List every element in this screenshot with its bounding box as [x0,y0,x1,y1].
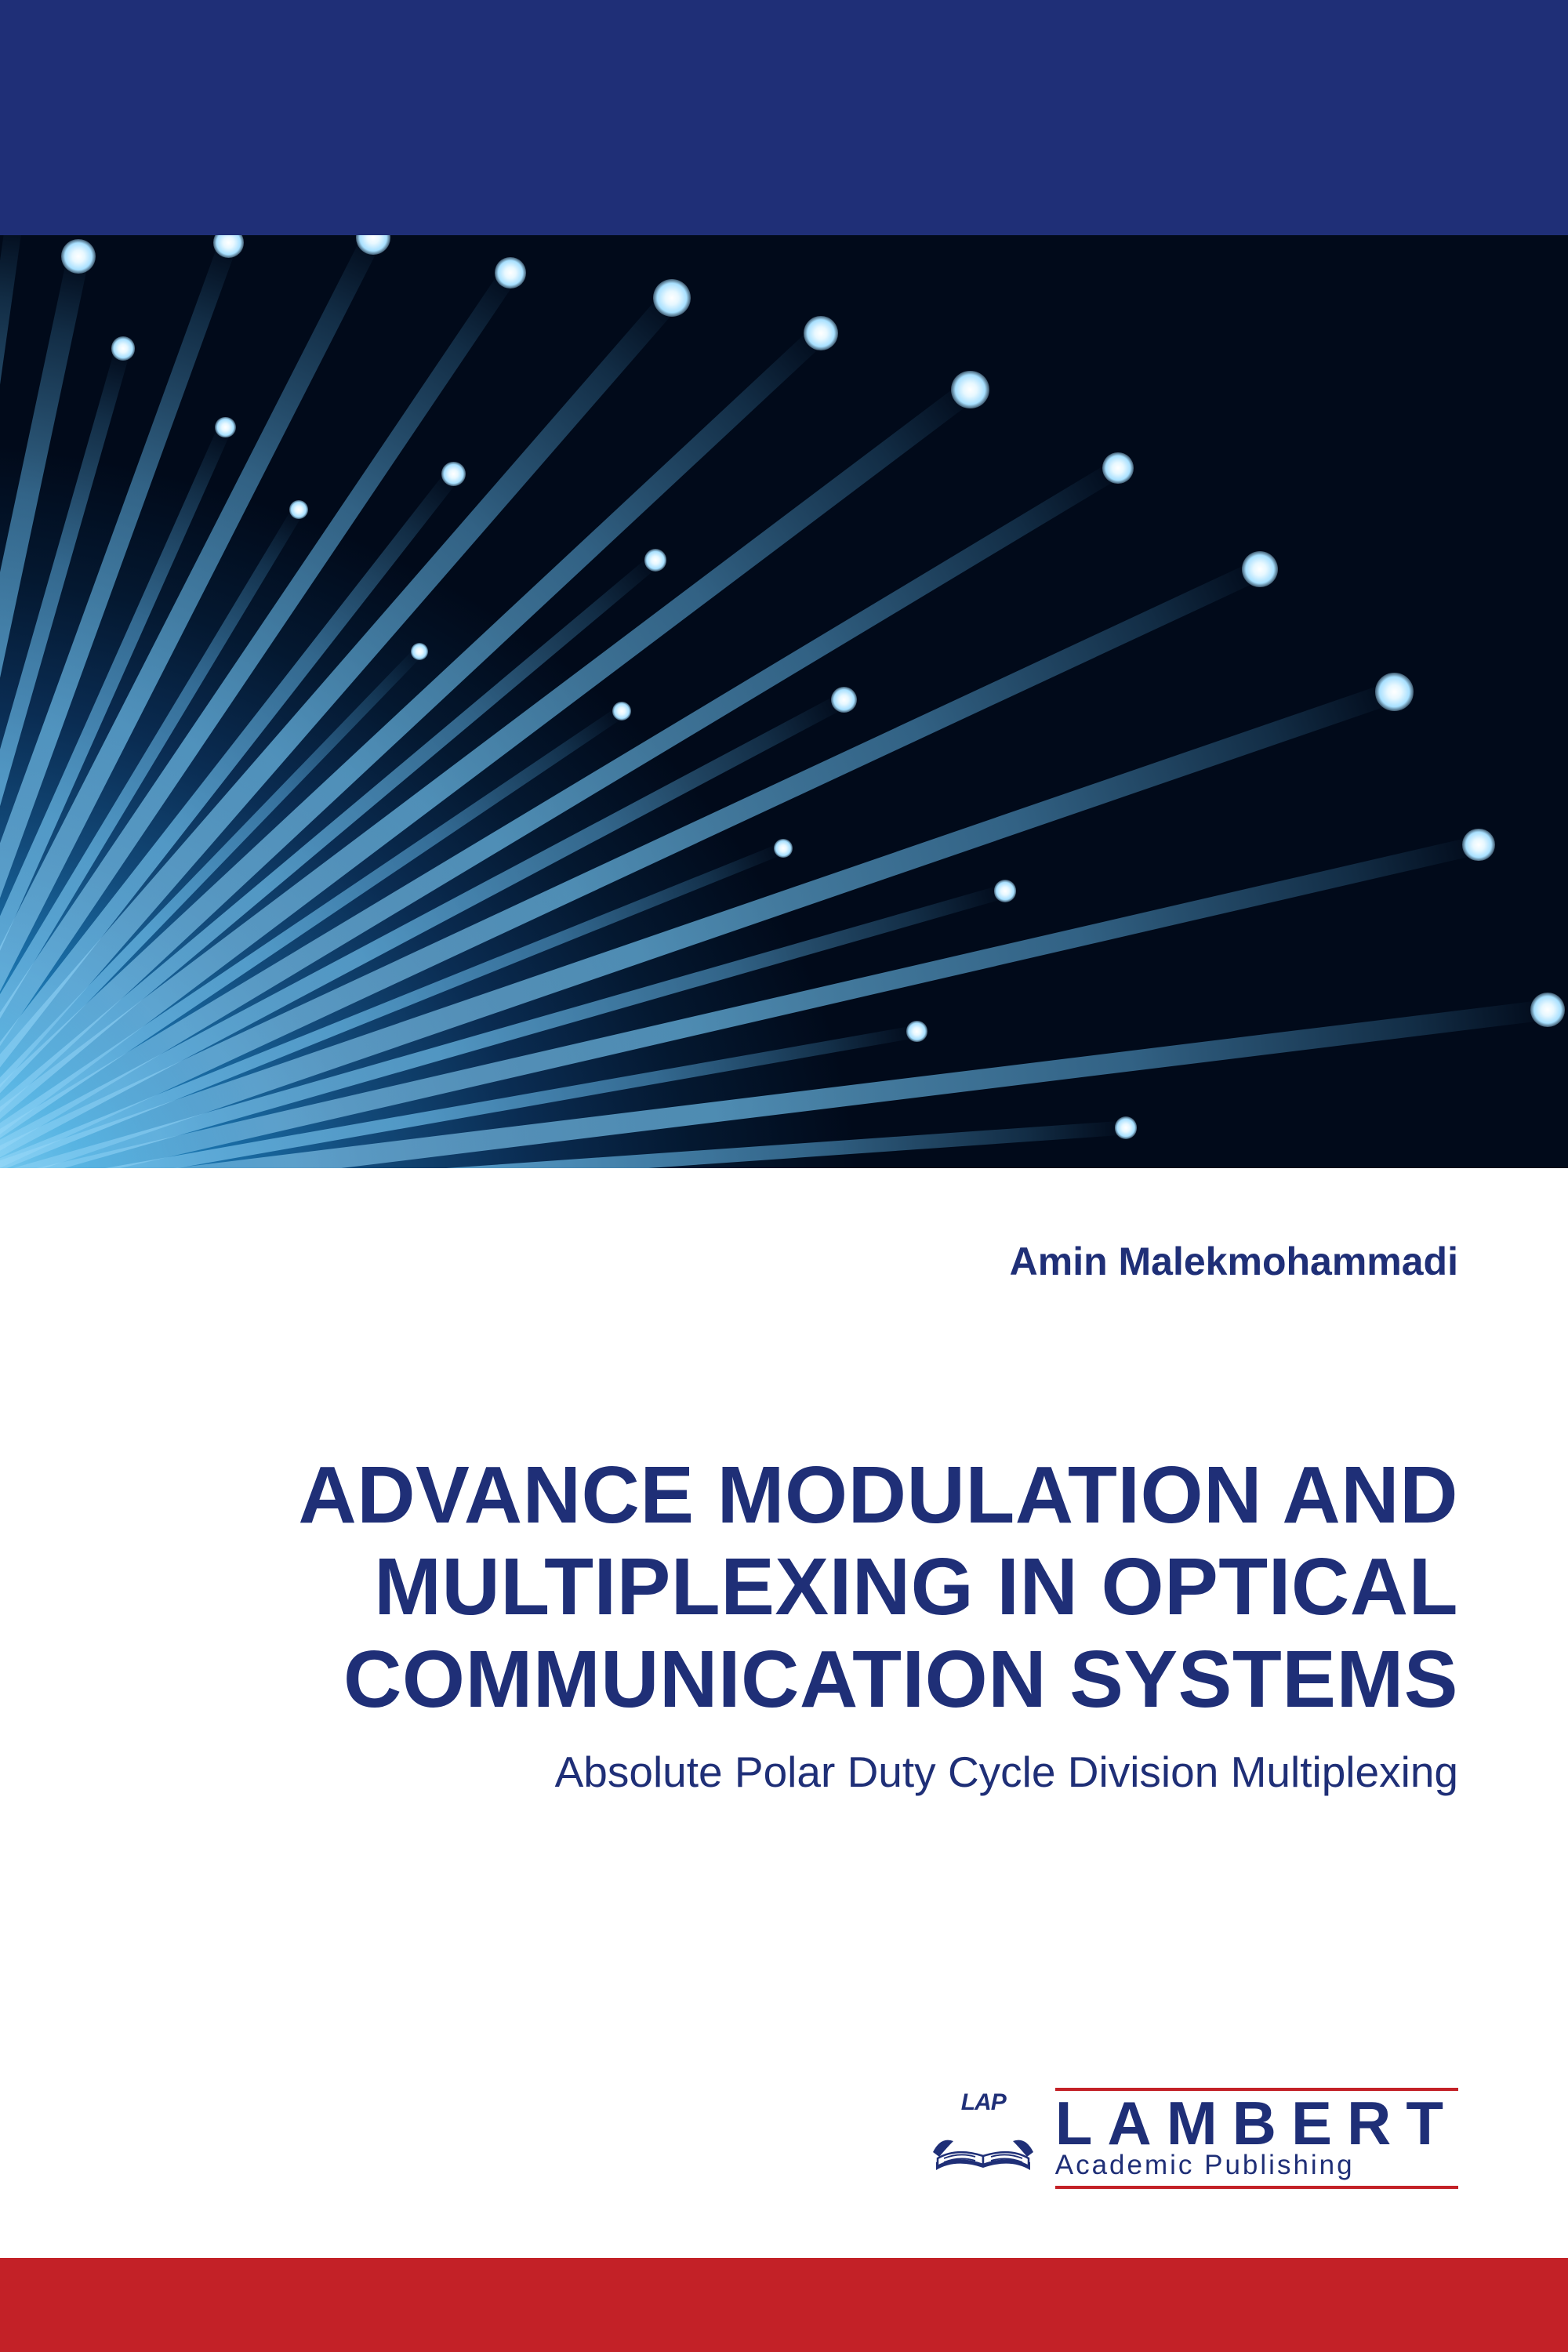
fiber-tip-glow [831,687,857,713]
book-title: ADVANCE MODULATION ANDMULTIPLEXING IN OP… [110,1449,1458,1725]
fiber-tip-glow [411,643,428,660]
hero-fiber-optic-image [0,235,1568,1168]
top-navy-band [0,0,1568,235]
title-line: COMMUNICATION SYSTEMS [110,1633,1458,1725]
fiber-tip-glow [612,702,631,720]
fiber-tip-glow [774,839,793,858]
fiber-tip-glow [1115,1116,1138,1139]
fiber-tip-glow [289,500,308,519]
fiber-tip-glow [951,371,989,408]
author-name: Amin Malekmohammadi [110,1239,1458,1284]
fiber-tip-glow [1375,673,1413,710]
book-subtitle: Absolute Polar Duty Cycle Division Multi… [110,1747,1458,1797]
publisher-text-block: LAMBERT Academic Publishing [1055,2088,1458,2189]
fiber-tip-glow [441,462,466,486]
fiber-tip-glow [906,1021,927,1041]
title-line: MULTIPLEXING IN OPTICAL [110,1541,1458,1632]
bottom-red-band [0,2258,1568,2352]
fiber-tip-glow [61,239,96,274]
fiber-tip-glow [644,549,667,572]
fiber-tip-glow [1102,452,1134,484]
fiber-tip-glow [111,336,136,361]
fiber-tip-glow [994,880,1017,902]
lap-badge-text: LAP [961,2089,1006,2116]
fiber-tip-glow [495,257,526,289]
publisher-book-icon: LAP [928,2096,1038,2182]
title-line: ADVANCE MODULATION AND [110,1449,1458,1541]
open-book-icon [928,2119,1038,2182]
fiber-tip-glow [1462,829,1495,862]
fiber-tip-glow [215,417,235,437]
publisher-name: LAMBERT [1055,2096,1458,2152]
fiber-tip-glow [1530,993,1565,1027]
fiber-tip-glow [1242,551,1278,587]
fiber-tip-glow [804,316,838,350]
content-area: Amin Malekmohammadi ADVANCE MODULATION A… [0,1168,1568,2258]
publisher-logo: LAP LAMBERT Academic Publishing [928,2088,1458,2189]
fiber-tip-glow [653,279,691,317]
logo-bottom-rule [1055,2186,1458,2189]
